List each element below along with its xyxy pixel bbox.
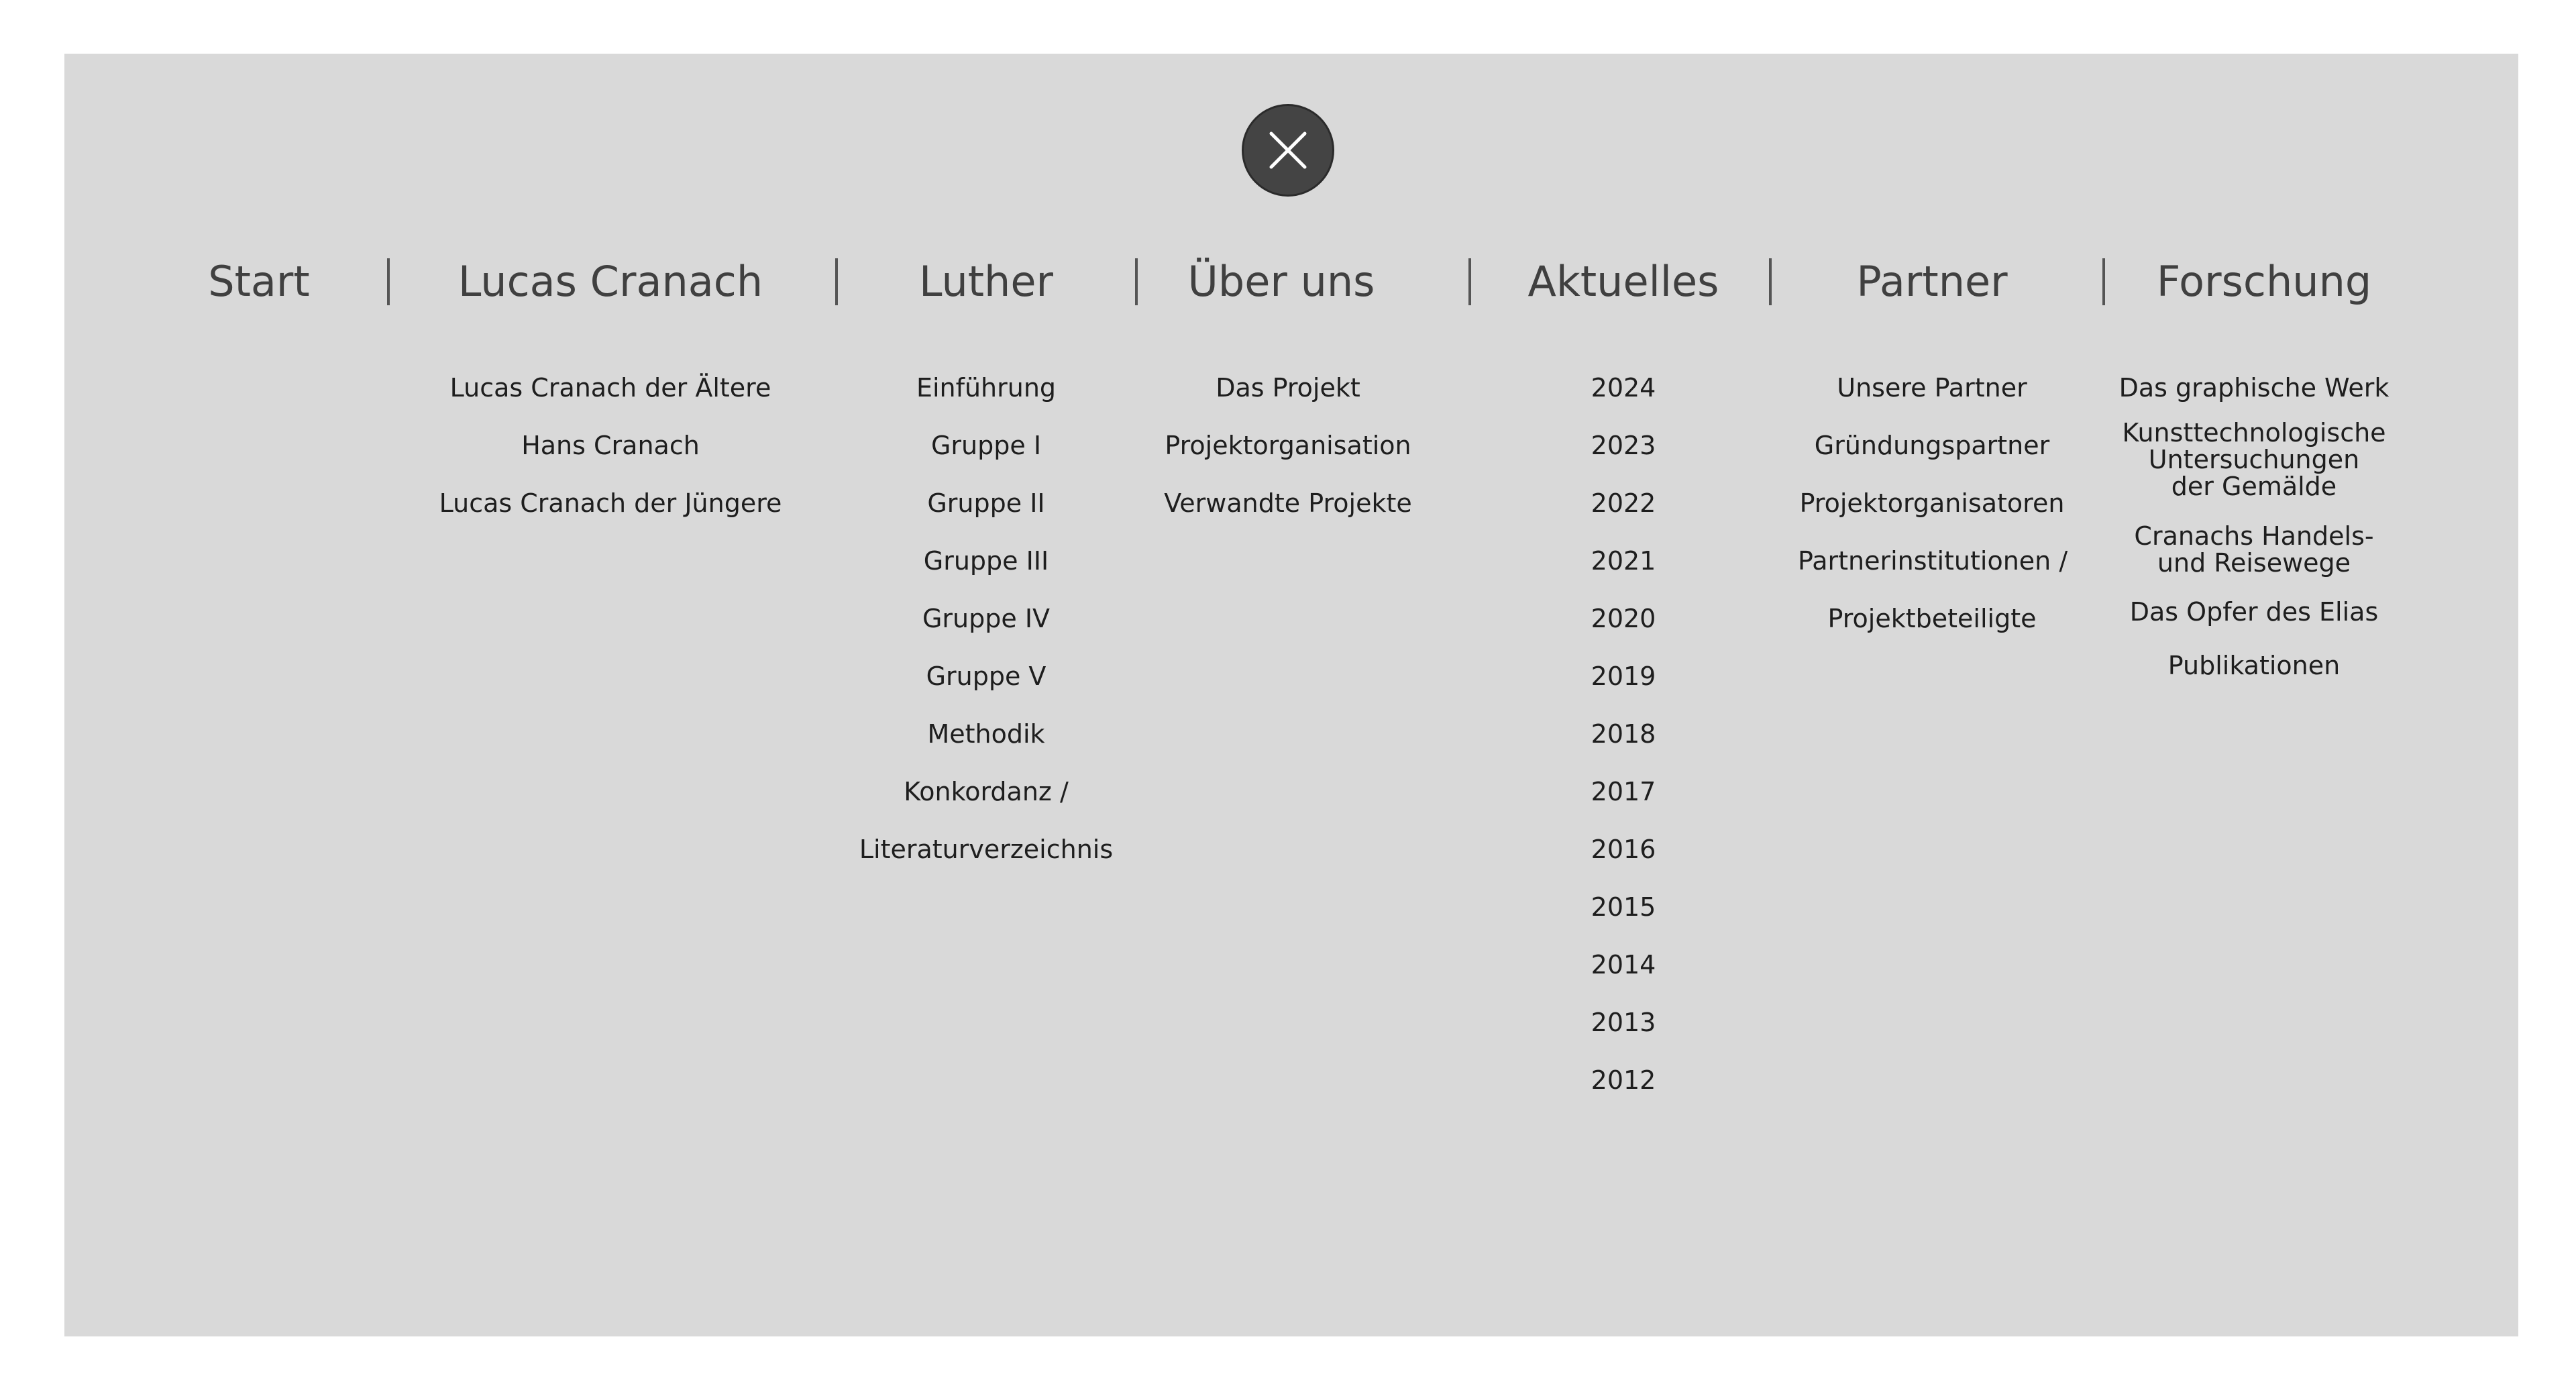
nav-aktuelles[interactable]: Aktuelles — [1527, 257, 1719, 306]
menu-item[interactable]: Gruppe III — [923, 546, 1049, 576]
close-button[interactable] — [1242, 104, 1334, 197]
menu-item[interactable]: Methodik — [927, 719, 1045, 749]
nav-start[interactable]: Start — [208, 257, 310, 306]
menu-item[interactable]: Literaturverzeichnis — [859, 835, 1114, 864]
nav-luther[interactable]: Luther — [919, 257, 1053, 306]
menu-item[interactable]: Gruppe II — [927, 488, 1045, 518]
menu-item[interactable]: Das graphische Werk — [2118, 373, 2390, 403]
menu-item[interactable]: 2013 — [1591, 1008, 1656, 1037]
menu-item[interactable]: Publikationen — [2167, 651, 2341, 680]
menu-item[interactable]: 2015 — [1591, 892, 1656, 922]
menu-item[interactable]: Hans Cranach — [521, 431, 700, 460]
menu-item[interactable]: 2020 — [1591, 604, 1656, 633]
menu-item-line: der Gemälde — [2171, 472, 2337, 501]
menu-item[interactable]: 2019 — [1591, 662, 1656, 691]
nav-separator — [2102, 258, 2105, 305]
menu-item[interactable]: Gruppe V — [926, 662, 1046, 691]
menu-item[interactable]: Verwandte Projekte — [1164, 488, 1412, 518]
menu-item[interactable]: 2021 — [1591, 546, 1656, 576]
nav-ueber-uns[interactable]: Über uns — [1187, 257, 1375, 306]
menu-item-line: Untersuchungen — [2148, 445, 2360, 474]
menu-column-ueber-uns: Das Projekt Projektorganisation Verwandt… — [1154, 367, 1422, 540]
menu-item[interactable]: 2024 — [1591, 373, 1656, 403]
menu-column-lucas-cranach: Lucas Cranach der Ältere Hans Cranach Lu… — [409, 367, 812, 540]
nav-partner[interactable]: Partner — [1856, 257, 2008, 306]
nav-forschung[interactable]: Forschung — [2156, 257, 2372, 306]
menu-item[interactable]: Lucas Cranach der Ältere — [449, 373, 771, 403]
menu-column-luther: Einführung Gruppe I Gruppe II Gruppe III… — [818, 367, 1154, 886]
nav-separator — [387, 258, 390, 305]
menu-item[interactable]: Projektorganisation — [1165, 431, 1411, 460]
menu-item[interactable]: Projektorganisatoren — [1799, 488, 2065, 518]
menu-item[interactable]: Gründungspartner — [1814, 431, 2050, 460]
close-icon — [1269, 131, 1307, 169]
menu-column-forschung: Das graphische Werk Kunsttechnologische … — [2106, 367, 2402, 702]
menu-item[interactable]: 2014 — [1591, 950, 1656, 980]
nav-separator — [835, 258, 838, 305]
menu-column-partner: Unsere Partner Gründungspartner Projekto… — [1798, 367, 2068, 655]
nav-lucas-cranach[interactable]: Lucas Cranach — [458, 257, 763, 306]
menu-item[interactable]: Partnerinstitutionen / — [1798, 546, 2068, 576]
nav-separator — [1135, 258, 1138, 305]
nav-separator — [1468, 258, 1471, 305]
menu-column-aktuelles: 2024 2023 2022 2021 2020 2019 2018 2017 … — [1523, 367, 1724, 1117]
menu-item[interactable]: 2017 — [1591, 777, 1656, 806]
menu-item[interactable]: 2016 — [1591, 835, 1656, 864]
menu-item[interactable]: Einführung — [916, 373, 1057, 403]
menu-item[interactable]: 2022 — [1591, 488, 1656, 518]
menu-item[interactable]: Lucas Cranach der Jüngere — [439, 488, 782, 518]
menu-item[interactable]: 2012 — [1591, 1065, 1656, 1095]
menu-item-line: und Reisewege — [2157, 548, 2351, 578]
menu-item[interactable]: Unsere Partner — [1837, 373, 2027, 403]
menu-item[interactable]: Kunsttechnologische Untersuchungen der G… — [2106, 413, 2402, 519]
menu-item[interactable]: Projektbeteiligte — [1827, 604, 2037, 633]
menu-item[interactable]: 2018 — [1591, 719, 1656, 749]
menu-overlay — [64, 54, 2518, 1336]
menu-item[interactable]: Das Projekt — [1216, 373, 1360, 403]
menu-item-line: Cranachs Handels- — [2134, 521, 2374, 551]
menu-item[interactable]: 2023 — [1591, 431, 1656, 460]
menu-item-line: Kunsttechnologische — [2122, 418, 2386, 447]
menu-item[interactable]: Gruppe I — [930, 431, 1042, 460]
menu-item[interactable]: Das Opfer des Elias — [2129, 597, 2379, 627]
menu-item[interactable]: Cranachs Handels- und Reisewege — [2106, 516, 2402, 595]
menu-item[interactable]: Konkordanz / — [904, 777, 1069, 806]
menu-item[interactable]: Gruppe IV — [922, 604, 1051, 633]
nav-separator — [1769, 258, 1772, 305]
